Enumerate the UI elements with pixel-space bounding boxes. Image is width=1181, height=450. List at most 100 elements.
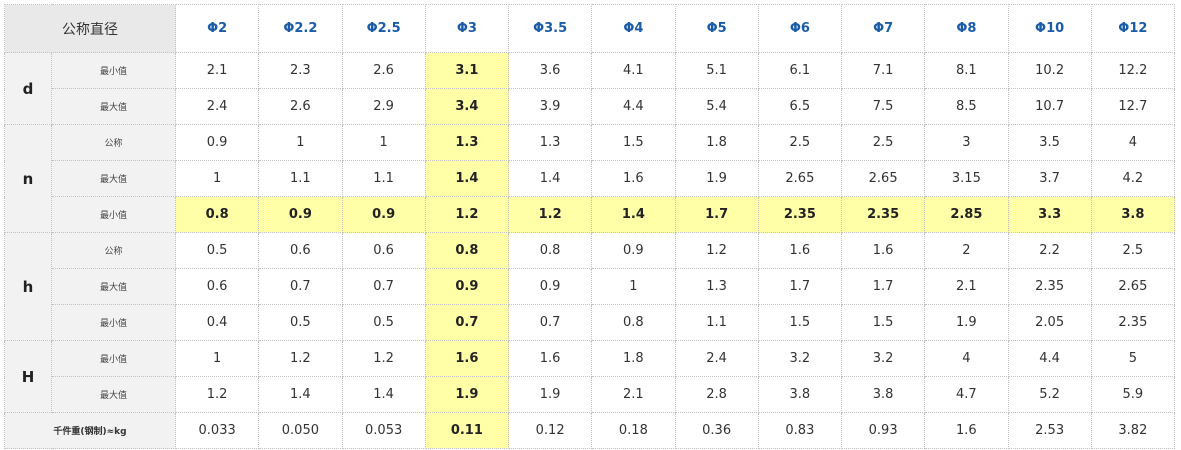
- value-cell: 1.6: [591, 160, 676, 197]
- table-row: h 公称 0.5 0.6 0.6 0.8 0.8 0.9 1.2 1.6 1.6 2 2.2 2.5: [4, 232, 1176, 341]
- value-cell: 0.9: [341, 196, 426, 233]
- value-cell: 1.4: [258, 376, 343, 413]
- value-cell: 0.4: [174, 304, 260, 341]
- value-cell: 1.2: [674, 232, 759, 269]
- value-cell: 1.3: [424, 124, 510, 161]
- value-cell: 1.6: [424, 340, 510, 377]
- value-cell: 10.7: [1007, 88, 1092, 125]
- header-label: 公称直径: [4, 4, 176, 53]
- value-cell: 2: [924, 232, 1009, 269]
- value-cell: 0.8: [507, 232, 593, 269]
- value-cell: 0.9: [424, 268, 510, 305]
- sub-label: 最大值: [51, 268, 176, 305]
- sub-label: 公称: [51, 124, 176, 161]
- value-cell: 2.05: [1007, 304, 1092, 341]
- value-cell: 5.2: [1007, 376, 1092, 413]
- value-cell: 3.4: [424, 88, 510, 125]
- diameter-header: Φ2.5: [341, 4, 426, 53]
- value-cell: 1.4: [507, 160, 593, 197]
- value-cell: 2.85: [924, 196, 1009, 233]
- value-cell: 1.4: [341, 376, 426, 413]
- diameter-header: Φ3.5: [507, 4, 593, 53]
- value-cell: 3.9: [507, 88, 593, 125]
- value-cell: 10.2: [1007, 52, 1092, 89]
- value-cell: 1.2: [174, 376, 260, 413]
- value-cell: 12.2: [1090, 52, 1176, 89]
- value-cell: 3.6: [507, 52, 593, 89]
- value-cell: 1.9: [924, 304, 1009, 341]
- value-cell: 4.7: [924, 376, 1009, 413]
- value-cell: 1.5: [840, 304, 926, 341]
- diameter-header: Φ12: [1090, 4, 1176, 53]
- table-row: 最大值 1.2 1.4 1.4 1.9 1.9 2.1 2.8 3.8 3.8 4.7 5.2 5.9: [5, 376, 1176, 413]
- value-cell: 1.1: [258, 160, 343, 197]
- value-cell: 0.9: [591, 232, 676, 269]
- value-cell: 5.9: [1090, 376, 1176, 413]
- table-row: H 最小值 1 1.2 1.2 1.6 1.6 1.8 2.4 3.2 3.2 4 4.4 5: [4, 340, 1176, 413]
- value-cell: 0.6: [174, 268, 260, 305]
- value-cell: 2.4: [674, 340, 759, 377]
- diameter-header: Φ3: [424, 4, 510, 53]
- value-cell: 2.1: [591, 376, 676, 413]
- table-row: n 公称 0.9 1 1 1.3 1.3 1.5 1.8 2.5 2.5 3 3.5 4: [4, 124, 1176, 233]
- value-cell: 1.9: [674, 160, 759, 197]
- value-cell: 3: [924, 124, 1009, 161]
- weight-cell: 0.36: [674, 412, 759, 449]
- value-cell: 4: [924, 340, 1009, 377]
- param-group-label: H: [4, 340, 52, 413]
- value-cell: 1.3: [674, 268, 759, 305]
- weight-row: 千件重(钢制)≈kg 0.033 0.050 0.053 0.11 0.12 0.18 0.3…: [4, 412, 1176, 449]
- table-row: 最小值 0.8 0.9 0.9 1.2 1.2 1.4 1.7 2.35 2.35 2.85 3.3 3…: [5, 196, 1176, 233]
- value-cell: 1.4: [591, 196, 676, 233]
- value-cell: 0.5: [258, 304, 343, 341]
- value-cell: 1.7: [674, 196, 759, 233]
- value-cell: 3.8: [840, 376, 926, 413]
- table-row: 最小值 0.4 0.5 0.5 0.7 0.7 0.8 1.1 1.5 1.5 1.9 2.05 2.3…: [5, 304, 1176, 341]
- value-cell: 2.35: [757, 196, 843, 233]
- value-cell: 1: [174, 160, 260, 197]
- weight-cell: 0.11: [424, 412, 510, 449]
- value-cell: 2.1: [924, 268, 1009, 305]
- value-cell: 0.8: [591, 304, 676, 341]
- value-cell: 1: [174, 340, 260, 377]
- param-group-label: h: [4, 232, 52, 341]
- value-cell: 1.6: [507, 340, 593, 377]
- value-cell: 1.8: [591, 340, 676, 377]
- weight-cell: 0.053: [341, 412, 426, 449]
- value-cell: 1.6: [757, 232, 843, 269]
- value-cell: 4.2: [1090, 160, 1176, 197]
- value-cell: 2.35: [840, 196, 926, 233]
- value-cell: 2.5: [757, 124, 843, 161]
- value-cell: 3.7: [1007, 160, 1092, 197]
- sub-label: 最大值: [51, 160, 176, 197]
- param-group-label: d: [4, 52, 52, 125]
- spec-table-body: 公称直径 Φ2 Φ2.2 Φ2.5 Φ3 Φ3.5 Φ4 Φ5 Φ6 Φ7 Φ8…: [4, 4, 1176, 449]
- value-cell: 3.2: [840, 340, 926, 377]
- diameter-header: Φ7: [840, 4, 926, 53]
- value-cell: 1.7: [840, 268, 926, 305]
- value-cell: 2.35: [1090, 304, 1176, 341]
- value-cell: 0.6: [258, 232, 343, 269]
- diameter-header: Φ10: [1007, 4, 1092, 53]
- weight-cell: 0.12: [507, 412, 593, 449]
- value-cell: 2.35: [1007, 268, 1092, 305]
- value-cell: 6.1: [757, 52, 843, 89]
- value-cell: 1.4: [424, 160, 510, 197]
- header-row: 公称直径 Φ2 Φ2.2 Φ2.5 Φ3 Φ3.5 Φ4 Φ5 Φ6 Φ7 Φ8…: [4, 4, 1176, 53]
- value-cell: 12.7: [1090, 88, 1176, 125]
- sub-label: 最大值: [51, 376, 176, 413]
- diameter-header: Φ2.2: [258, 4, 343, 53]
- value-cell: 2.5: [1090, 232, 1176, 269]
- diameter-header: Φ6: [757, 4, 843, 53]
- value-cell: 2.2: [1007, 232, 1092, 269]
- value-cell: 3.5: [1007, 124, 1092, 161]
- weight-cell: 3.82: [1090, 412, 1176, 449]
- value-cell: 6.5: [757, 88, 843, 125]
- value-cell: 8.1: [924, 52, 1009, 89]
- value-cell: 0.7: [341, 268, 426, 305]
- sub-label: 最小值: [51, 340, 176, 377]
- value-cell: 1: [591, 268, 676, 305]
- value-cell: 2.3: [258, 52, 343, 89]
- value-cell: 5.1: [674, 52, 759, 89]
- diameter-header: Φ5: [674, 4, 759, 53]
